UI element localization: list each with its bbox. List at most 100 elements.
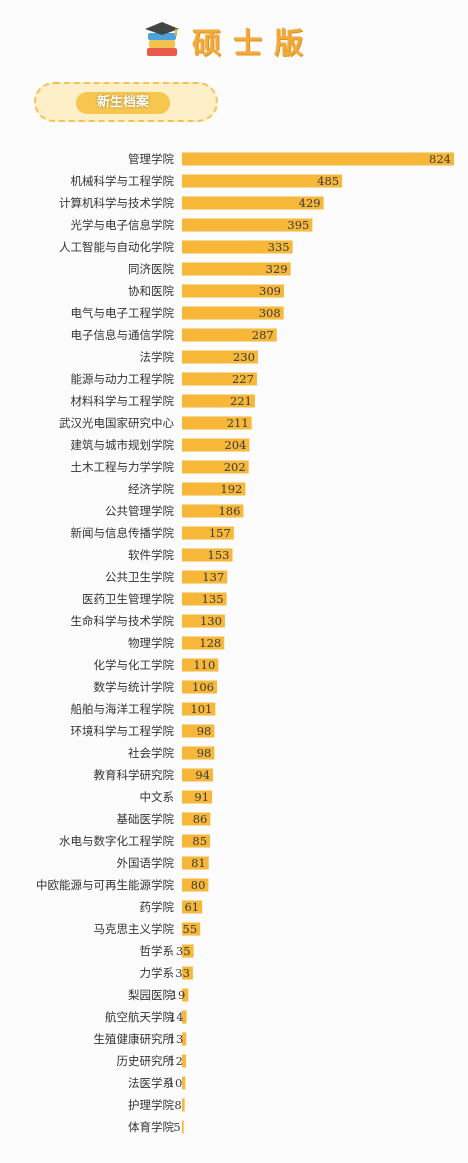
bar bbox=[182, 548, 233, 562]
category-label: 电子信息与通信学院 bbox=[71, 328, 175, 342]
value-label: 61 bbox=[184, 900, 199, 914]
category-label: 基础医学院 bbox=[117, 812, 175, 826]
category-label: 体育学院 bbox=[128, 1120, 174, 1134]
bar bbox=[182, 988, 189, 1002]
bar bbox=[182, 350, 258, 364]
value-label: 429 bbox=[299, 196, 321, 210]
bar bbox=[182, 262, 291, 276]
bar bbox=[182, 790, 213, 804]
category-label: 力学系 bbox=[140, 966, 175, 980]
bar bbox=[182, 1010, 187, 1024]
category-label: 马克思主义学院 bbox=[94, 922, 175, 936]
category-label: 药学院 bbox=[140, 900, 175, 914]
bar bbox=[182, 812, 211, 826]
value-label: 14 bbox=[169, 1010, 184, 1024]
page-title: 硕士版 bbox=[192, 26, 316, 60]
bar bbox=[182, 1076, 186, 1090]
bar bbox=[182, 768, 214, 782]
value-label: 13 bbox=[169, 1032, 184, 1046]
value-label: 485 bbox=[317, 174, 339, 188]
value-label: 395 bbox=[287, 218, 309, 232]
bar bbox=[182, 152, 454, 166]
bar bbox=[182, 702, 216, 716]
value-label: 309 bbox=[259, 284, 281, 298]
category-label: 管理学院 bbox=[128, 152, 174, 166]
category-label: 电气与电子工程学院 bbox=[71, 306, 175, 320]
bar bbox=[182, 592, 227, 606]
books-graduation-cap-icon bbox=[145, 22, 179, 56]
value-label: 153 bbox=[208, 548, 230, 562]
bar bbox=[182, 746, 215, 760]
bar bbox=[182, 460, 249, 474]
value-label: 35 bbox=[176, 944, 191, 958]
value-label: 130 bbox=[200, 614, 222, 628]
value-label: 98 bbox=[197, 724, 212, 738]
bar bbox=[182, 944, 194, 958]
bar bbox=[182, 416, 252, 430]
value-label: 85 bbox=[192, 834, 207, 848]
category-label: 船舶与海洋工程学院 bbox=[71, 702, 175, 716]
bar bbox=[182, 966, 193, 980]
value-label: 137 bbox=[202, 570, 224, 584]
value-label: 94 bbox=[195, 768, 210, 782]
bar bbox=[182, 372, 257, 386]
bar bbox=[182, 174, 343, 188]
category-label: 计算机科学与技术学院 bbox=[59, 196, 174, 210]
category-label: 外国语学院 bbox=[117, 856, 175, 870]
value-label: 192 bbox=[220, 482, 242, 496]
value-label: 157 bbox=[209, 526, 231, 540]
value-label: 230 bbox=[233, 350, 255, 364]
category-label: 法学院 bbox=[140, 350, 175, 364]
bar bbox=[182, 1054, 186, 1068]
value-label: 287 bbox=[252, 328, 274, 342]
category-label: 法医学系 bbox=[128, 1076, 174, 1090]
category-label: 能源与动力工程学院 bbox=[71, 372, 175, 386]
value-label: 10 bbox=[168, 1076, 183, 1090]
value-label: 308 bbox=[259, 306, 281, 320]
value-label: 106 bbox=[192, 680, 214, 694]
value-label: 135 bbox=[202, 592, 224, 606]
value-label: 5 bbox=[173, 1120, 180, 1134]
category-label: 社会学院 bbox=[128, 746, 174, 760]
value-label: 98 bbox=[197, 746, 212, 760]
bar bbox=[182, 680, 217, 694]
bar bbox=[182, 328, 277, 342]
category-label: 化学与化工学院 bbox=[94, 658, 175, 672]
category-label: 数学与统计学院 bbox=[94, 680, 175, 694]
category-label: 人工智能与自动化学院 bbox=[59, 240, 174, 254]
category-label: 教育科学研究院 bbox=[94, 768, 175, 782]
value-label: 12 bbox=[168, 1054, 183, 1068]
value-label: 110 bbox=[193, 658, 215, 672]
category-label: 软件学院 bbox=[128, 548, 174, 562]
bar bbox=[182, 614, 225, 628]
value-label: 55 bbox=[183, 922, 198, 936]
bar bbox=[182, 526, 234, 540]
category-label: 新闻与信息传播学院 bbox=[71, 526, 175, 540]
value-label: 204 bbox=[224, 438, 246, 452]
category-label: 同济医院 bbox=[128, 262, 174, 276]
category-label: 哲学系 bbox=[140, 944, 175, 958]
category-label: 物理学院 bbox=[128, 636, 174, 650]
category-label: 材料科学与工程学院 bbox=[71, 394, 175, 408]
bar bbox=[182, 218, 313, 232]
bar bbox=[182, 482, 246, 496]
bar-chart: 管理学院 824 机械科学与工程学院 485 计算机科学与技术学院 429 光学与电子信息学… bbox=[36, 152, 454, 1134]
category-label: 环境科学与工程学院 bbox=[71, 724, 175, 738]
value-label: 335 bbox=[268, 240, 290, 254]
category-label: 生命科学与技术学院 bbox=[71, 614, 175, 628]
value-label: 19 bbox=[171, 988, 186, 1002]
bar bbox=[182, 196, 324, 210]
value-label: 202 bbox=[224, 460, 246, 474]
bar bbox=[182, 834, 211, 848]
value-label: 8 bbox=[174, 1098, 181, 1112]
bar bbox=[182, 1098, 185, 1112]
value-label: 227 bbox=[232, 372, 254, 386]
bar bbox=[182, 284, 284, 298]
category-label: 历史研究所 bbox=[117, 1054, 175, 1068]
value-label: 128 bbox=[199, 636, 221, 650]
value-label: 101 bbox=[190, 702, 212, 716]
category-label: 公共卫生学院 bbox=[105, 570, 174, 584]
bar bbox=[182, 878, 209, 892]
bar bbox=[182, 504, 244, 518]
section-badge: 新生档案 bbox=[34, 82, 218, 122]
